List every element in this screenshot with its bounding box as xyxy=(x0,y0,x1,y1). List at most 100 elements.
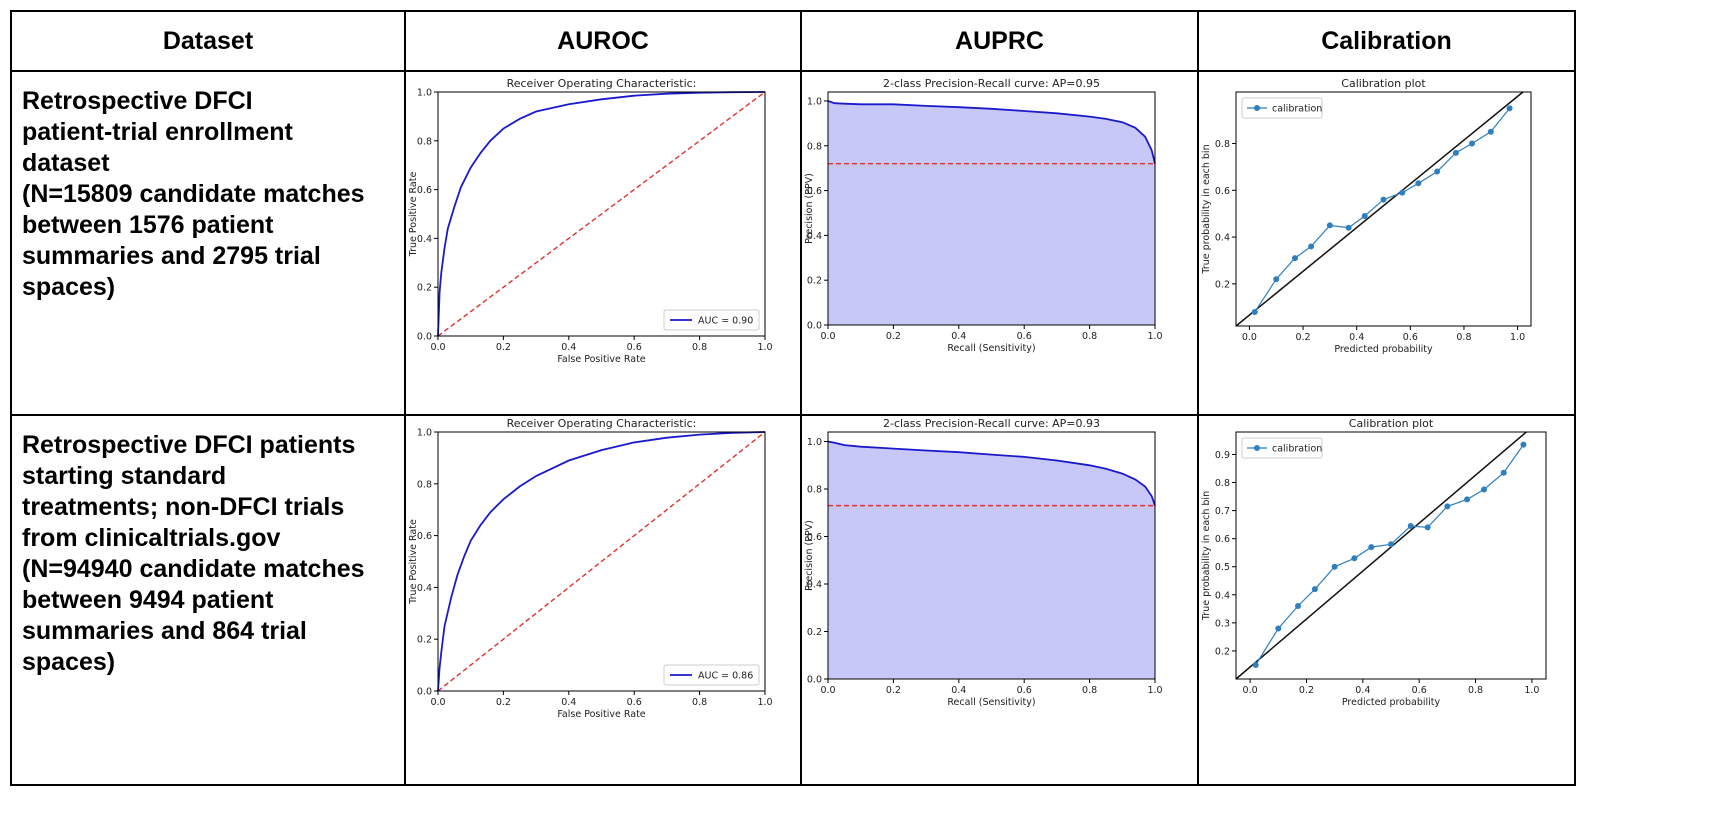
x-axis-label: Recall (Sensitivity) xyxy=(947,343,1035,354)
x-tick-label: 0.8 xyxy=(692,342,707,353)
diagonal-line xyxy=(1235,431,1527,680)
calibration-point xyxy=(1292,255,1298,262)
legend-marker xyxy=(1254,445,1260,451)
calibration-point xyxy=(1251,308,1258,315)
y-tick-label: 0.3 xyxy=(1215,618,1230,629)
header-auprc: AUPRC xyxy=(800,10,1199,72)
y-axis-label: True Positive Rate xyxy=(408,172,419,258)
dataset-line: spaces) xyxy=(22,273,116,301)
calibration-point xyxy=(1434,168,1441,175)
y-tick-label: 1.0 xyxy=(417,88,432,99)
y-tick-label: 0.2 xyxy=(807,276,822,287)
header-row: Dataset AUROC AUPRC Calibration xyxy=(10,10,1576,72)
calibration-line xyxy=(1254,108,1510,313)
x-tick-label: 0.0 xyxy=(820,331,835,342)
pr-curve-line xyxy=(827,100,1156,164)
y-tick-label: 0.6 xyxy=(1215,186,1230,197)
x-tick-label: 1.0 xyxy=(1510,332,1525,343)
legend-box xyxy=(1241,97,1323,119)
roc-chart: Receiver Operating Characteristic: AUC = … xyxy=(408,77,773,365)
calibration-cell: Calibration plot calibration 0.0 0.2 0.4 0.6 0… xyxy=(1197,70,1576,416)
x-tick-label: 0.4 xyxy=(1349,332,1364,343)
x-tick-label: 0.8 xyxy=(692,697,707,708)
x-tick-label: 0.6 xyxy=(1017,685,1032,696)
calibration-point xyxy=(1415,180,1422,187)
pr-curve-line xyxy=(827,440,1156,506)
y-tick-label: 1.0 xyxy=(807,437,822,448)
y-tick-label: 0.0 xyxy=(807,675,822,686)
y-axis-label: Precision (PPV) xyxy=(804,173,815,244)
y-tick-label: 0.9 xyxy=(1215,450,1230,461)
dataset-line: patient-trial enrollment xyxy=(22,118,293,146)
plot-frame xyxy=(437,91,766,337)
y-tick-label: 0.6 xyxy=(417,185,432,196)
dataset-line: summaries and 864 trial xyxy=(22,617,307,645)
diagonal-line xyxy=(1235,91,1524,327)
y-tick-label: 0.2 xyxy=(1215,646,1230,657)
table-row: Retrospective DFCI patient-trial enrollm… xyxy=(10,70,1576,416)
x-tick-label: 1.0 xyxy=(1524,685,1539,696)
roc-chart: Receiver Operating Characteristic: AUC = … xyxy=(408,417,773,720)
x-tick-label: 0.2 xyxy=(1299,685,1314,696)
x-axis-label: False Positive Rate xyxy=(557,354,645,365)
calibration-point xyxy=(1368,544,1375,551)
dataset-line: summaries and 2795 trial xyxy=(22,242,321,270)
y-tick-label: 0.4 xyxy=(417,234,432,245)
x-tick-label: 0.6 xyxy=(627,342,642,353)
chart-title: Calibration plot xyxy=(1349,417,1434,430)
calibration-point xyxy=(1273,276,1280,283)
calibration-point xyxy=(1380,196,1387,203)
chart-title: 2-class Precision-Recall curve: AP=0.93 xyxy=(883,417,1100,430)
y-axis-label: True probability in each bin xyxy=(1201,144,1212,274)
legend-label: calibration xyxy=(1272,104,1322,115)
legend-box xyxy=(663,309,760,331)
y-tick-label: 0.4 xyxy=(417,583,432,594)
calibration-point xyxy=(1469,140,1475,147)
plot-frame xyxy=(827,431,1156,680)
calibration-point xyxy=(1444,503,1451,510)
x-tick-label: 0.0 xyxy=(1243,685,1258,696)
x-tick-label: 0.2 xyxy=(886,685,901,696)
x-tick-label: 0.0 xyxy=(820,685,835,696)
calibration-chart: Calibration plot calibration 0.0 0.2 0.4 0.6 0… xyxy=(1201,77,1532,355)
y-tick-label: 0.6 xyxy=(807,186,822,197)
plot-frame xyxy=(827,91,1156,326)
calibration-point xyxy=(1424,524,1431,531)
roc-curve-line xyxy=(437,91,766,337)
y-tick-label: 0.0 xyxy=(417,332,432,343)
y-tick-label: 0.5 xyxy=(1215,562,1230,573)
x-tick-label: 0.8 xyxy=(1082,685,1097,696)
calibration-point xyxy=(1500,469,1507,476)
plot-frame xyxy=(437,431,766,692)
chart-title: Calibration plot xyxy=(1341,77,1426,90)
pr-area-fill xyxy=(828,101,1155,325)
auprc-cell: 2-class Precision-Recall curve: AP=0.95 0… xyxy=(800,70,1199,416)
x-tick-label: 0.8 xyxy=(1468,685,1483,696)
calibration-point xyxy=(1345,224,1352,231)
y-tick-label: 0.2 xyxy=(807,627,822,638)
y-tick-label: 0.8 xyxy=(417,479,432,490)
dataset-line: treatments; non-DFCI trials xyxy=(22,493,345,521)
dataset-line: (N=15809 candidate matches xyxy=(22,180,365,208)
y-tick-label: 0.0 xyxy=(807,321,822,332)
dataset-line: starting standard xyxy=(22,462,227,490)
x-tick-label: 1.0 xyxy=(1147,685,1162,696)
chance-line xyxy=(437,431,766,692)
legend-label: calibration xyxy=(1272,444,1322,455)
dataset-line: between 1576 patient xyxy=(22,211,274,239)
y-axis-label: True probability in each bin xyxy=(1201,491,1212,621)
calibration-chart: Calibration plot calibration 0.0 0.2 0.4 0.6 0… xyxy=(1201,417,1547,708)
dataset-line: between 9494 patient xyxy=(22,586,274,614)
calibration-point xyxy=(1275,625,1282,632)
x-tick-label: 0.8 xyxy=(1456,332,1471,343)
chart-title: Receiver Operating Characteristic: xyxy=(507,77,697,90)
x-tick-label: 0.6 xyxy=(1017,331,1032,342)
y-tick-label: 1.0 xyxy=(417,428,432,439)
x-tick-label: 0.0 xyxy=(430,697,445,708)
results-table: Dataset AUROC AUPRC Calibration Retrospe… xyxy=(10,10,1576,786)
y-tick-label: 0.8 xyxy=(1215,139,1230,150)
y-axis-label: Precision (PPV) xyxy=(804,520,815,591)
chance-line xyxy=(437,91,766,337)
x-tick-label: 0.6 xyxy=(1403,332,1418,343)
x-tick-label: 0.2 xyxy=(496,697,511,708)
